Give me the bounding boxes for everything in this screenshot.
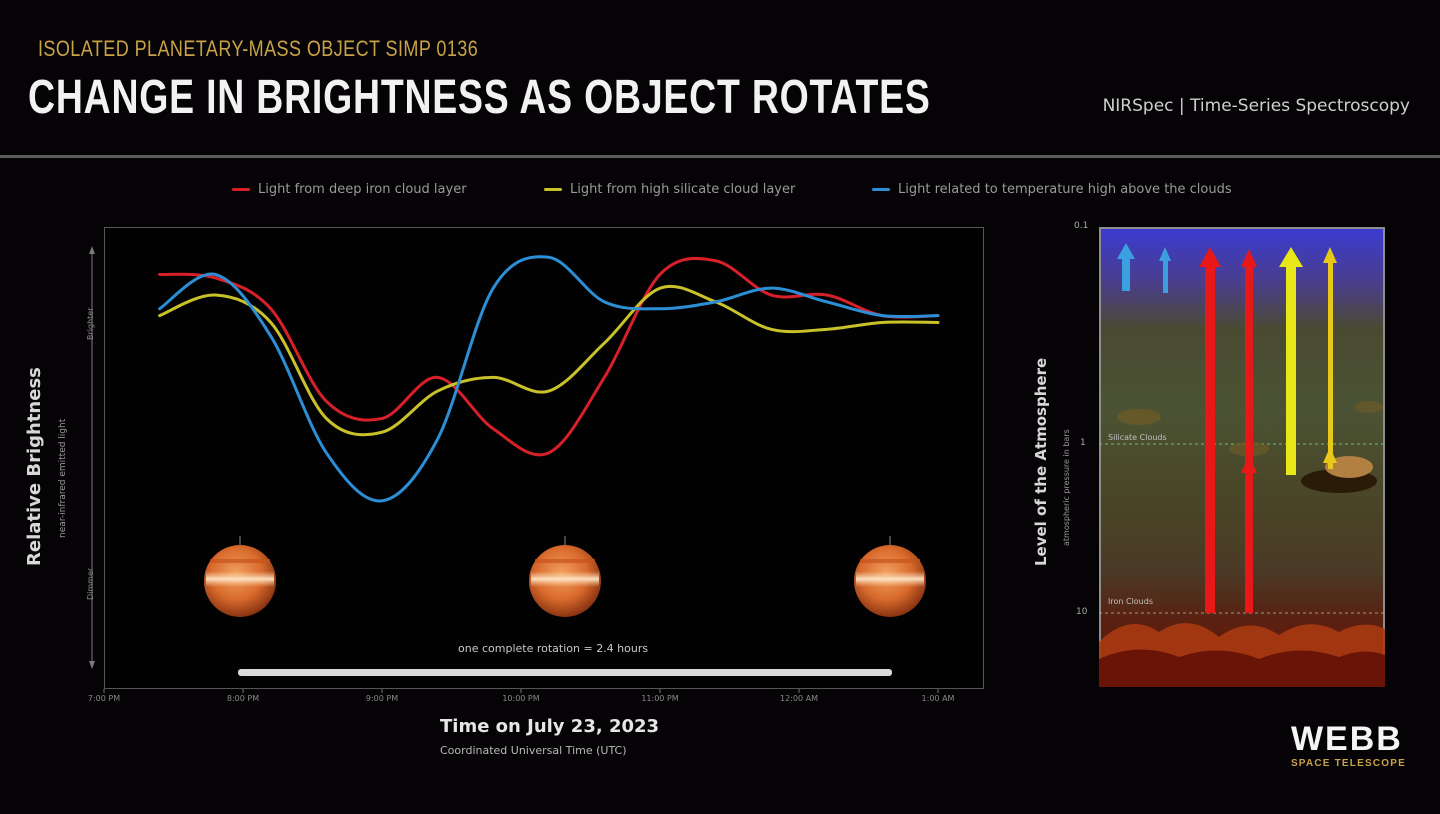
legend-item-yellow: Light from high silicate cloud layer [544, 182, 795, 197]
atmosphere-tick-0: 0.1 [1074, 221, 1089, 231]
x-tick-label: 12:00 AM [780, 694, 818, 703]
planet-illustration [529, 536, 601, 617]
x-tick-label: 7:00 PM [87, 694, 121, 703]
x-tick-label: 11:00 PM [641, 694, 679, 703]
series-line-red [158, 256, 940, 457]
legend-label-blue: Light related to temperature high above … [898, 182, 1232, 197]
series-lines [158, 255, 940, 503]
x-axis-ticks [103, 689, 939, 693]
legend-label-yellow: Light from high silicate cloud layer [570, 182, 796, 197]
atmosphere-tick-1: 1 [1080, 438, 1086, 448]
series-line-blue [158, 255, 940, 503]
x-tick-label: 9:00 PM [365, 694, 399, 703]
series-line-yellow [158, 284, 940, 437]
webb-logo-word: WEBB [1290, 720, 1403, 758]
legend-label-red: Light from deep iron cloud layer [258, 182, 467, 197]
legend-swatch-blue [872, 188, 890, 191]
atmosphere-y-sublabel: atmospheric pressure in bars [1062, 429, 1071, 546]
planet-illustrations [204, 536, 926, 617]
layer-label-silicate: Silicate Clouds [1108, 433, 1167, 442]
legend-item-red: Light from deep iron cloud layer [232, 182, 467, 197]
legend-swatch-yellow [544, 188, 562, 191]
layer-label-iron: Iron Clouds [1108, 597, 1153, 606]
rotation-annotation: one complete rotation = 2.4 hours [458, 642, 649, 655]
legend-item-blue: Light related to temperature high above … [872, 182, 1232, 197]
x-axis-label: Time on July 23, 2023 [440, 716, 660, 737]
webb-logo: WEBB SPACE TELESCOPE [1291, 722, 1406, 769]
atmosphere-y-label: Level of the Atmosphere [1032, 357, 1050, 566]
chart-legend: Light from deep iron cloud layer Light f… [0, 182, 1440, 206]
x-tick-label: 1:00 AM [921, 694, 955, 703]
y-axis-arrow [89, 246, 95, 669]
planet-illustration [854, 536, 926, 617]
rotation-bar [238, 669, 892, 676]
x-tick-label: 10:00 PM [502, 694, 540, 703]
header-divider [0, 155, 1440, 158]
legend-swatch-red [232, 188, 250, 191]
x-axis-sublabel: Coordinated Universal Time (UTC) [440, 744, 627, 757]
webb-logo-subtitle: SPACE TELESCOPE [1290, 758, 1406, 769]
instrument-label: NIRSpec | Time-Series Spectroscopy [1102, 96, 1410, 116]
atmosphere-panel [1099, 227, 1385, 687]
kicker-title: ISOLATED PLANETARY-MASS OBJECT SIMP 0136 [38, 36, 479, 61]
x-tick-label: 8:00 PM [226, 694, 260, 703]
page-title: CHANGE IN BRIGHTNESS AS OBJECT ROTATES [28, 71, 931, 124]
atmosphere-tick-2: 10 [1076, 607, 1088, 617]
planet-illustration [204, 536, 276, 617]
